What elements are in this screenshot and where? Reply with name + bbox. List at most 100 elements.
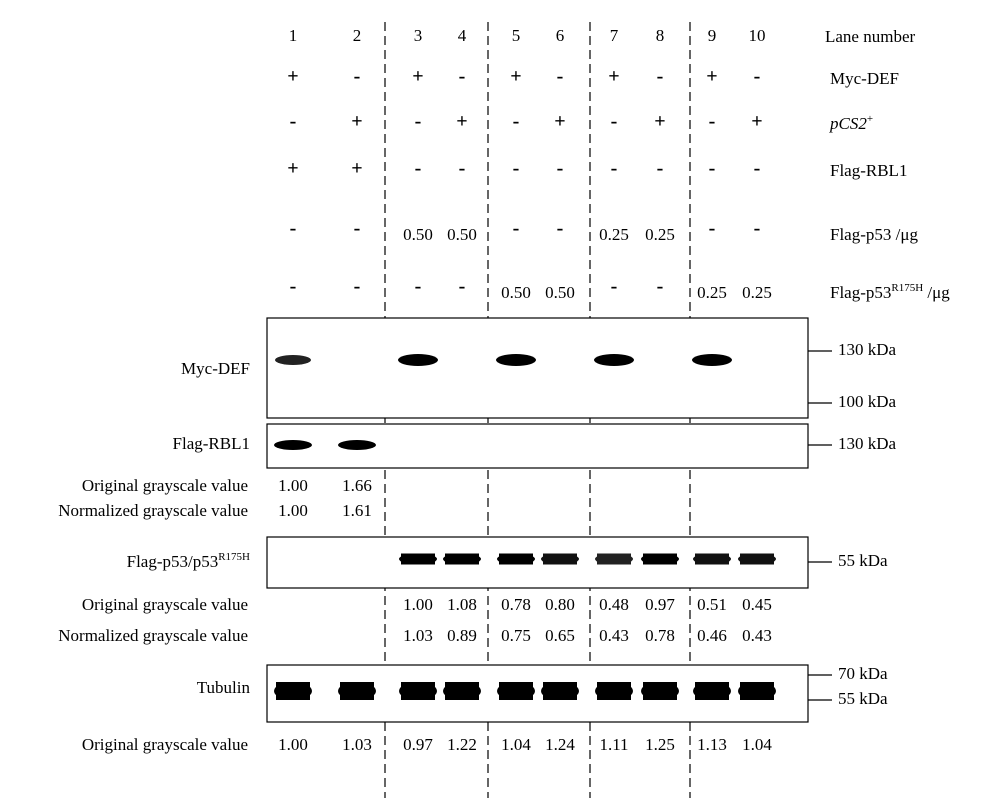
band	[276, 682, 310, 700]
label-text: Flag-RBL1	[173, 434, 250, 453]
band	[340, 682, 374, 700]
condition-value: -	[459, 276, 466, 298]
condition-value: -	[657, 158, 664, 180]
grayscale-value: 0.43	[742, 626, 772, 645]
blot-label: Tubulin	[197, 678, 251, 697]
condition-value: +	[351, 158, 362, 180]
band	[543, 682, 577, 700]
marker-label: 55 kDa	[838, 689, 888, 708]
condition-value: -	[290, 218, 297, 240]
figure: 12345678910Lane number+-+-+-+-+-Myc-DEF-…	[0, 0, 981, 798]
band	[496, 354, 536, 366]
label-text: Flag-p53/p53	[127, 552, 219, 571]
lane-number: 7	[610, 26, 619, 45]
condition-value: -	[290, 111, 297, 133]
label-text: Flag-p53 /μg	[830, 225, 918, 244]
row-label: Normalized grayscale value	[58, 501, 248, 520]
band	[740, 554, 774, 565]
marker-label: 130 kDa	[838, 340, 897, 359]
grayscale-value: 0.75	[501, 626, 531, 645]
lane-number: 6	[556, 26, 565, 45]
lane-number: 2	[353, 26, 362, 45]
condition-value: -	[657, 276, 664, 298]
condition-value: +	[287, 158, 298, 180]
condition-value: -	[754, 158, 761, 180]
condition-value: -	[354, 218, 361, 240]
band	[499, 554, 533, 565]
condition-value: -	[513, 111, 520, 133]
band	[499, 682, 533, 700]
condition-value: +	[751, 111, 762, 133]
condition-value: 0.50	[501, 283, 531, 302]
grayscale-value: 1.00	[278, 501, 308, 520]
condition-value: +	[654, 111, 665, 133]
condition-value: -	[754, 218, 761, 240]
condition-value: -	[611, 111, 618, 133]
grayscale-value: 0.78	[501, 595, 531, 614]
band	[338, 440, 376, 450]
band	[695, 554, 729, 565]
lane-number: 5	[512, 26, 521, 45]
condition-value: 0.25	[645, 225, 675, 244]
condition-value: -	[290, 276, 297, 298]
condition-label: Flag-p53 /μg	[830, 225, 918, 244]
marker-label: 130 kDa	[838, 434, 897, 453]
grayscale-value: 0.45	[742, 595, 772, 614]
condition-value: -	[354, 66, 361, 88]
label-text: pCS2	[829, 114, 867, 133]
condition-value: 0.50	[403, 225, 433, 244]
condition-value: 0.50	[447, 225, 477, 244]
grayscale-value: 1.00	[403, 595, 433, 614]
condition-value: -	[611, 276, 618, 298]
condition-value: -	[415, 111, 422, 133]
condition-value: +	[412, 66, 423, 88]
grayscale-value: 0.51	[697, 595, 727, 614]
condition-value: -	[415, 276, 422, 298]
band	[740, 682, 774, 700]
band	[643, 682, 677, 700]
condition-value: +	[351, 111, 362, 133]
label-text: Myc-DEF	[830, 69, 899, 88]
grayscale-value: 1.24	[545, 735, 575, 754]
band	[445, 682, 479, 700]
condition-value: 0.50	[545, 283, 575, 302]
condition-value: +	[456, 111, 467, 133]
grayscale-value: 1.61	[342, 501, 372, 520]
band	[275, 355, 311, 365]
condition-value: -	[611, 158, 618, 180]
marker-label: 100 kDa	[838, 392, 897, 411]
band	[274, 440, 312, 450]
condition-label: Flag-RBL1	[830, 161, 907, 180]
grayscale-value: 1.03	[342, 735, 372, 754]
blot-label: Myc-DEF	[181, 359, 250, 378]
condition-value: -	[354, 276, 361, 298]
grayscale-value: 1.08	[447, 595, 477, 614]
band	[401, 554, 435, 565]
condition-label: Flag-p53R175H /μg	[830, 282, 950, 302]
band	[695, 682, 729, 700]
label-text: Flag-RBL1	[830, 161, 907, 180]
condition-value: +	[554, 111, 565, 133]
grayscale-value: 0.43	[599, 626, 629, 645]
condition-value: -	[459, 158, 466, 180]
lane-number: 8	[656, 26, 665, 45]
grayscale-value: 0.80	[545, 595, 575, 614]
condition-value: -	[657, 66, 664, 88]
row-label: Original grayscale value	[82, 595, 248, 614]
grayscale-value: 1.13	[697, 735, 727, 754]
band	[594, 354, 634, 366]
grayscale-value: 0.46	[697, 626, 727, 645]
condition-value: -	[459, 66, 466, 88]
superscript: R175H	[218, 551, 250, 563]
blot-panel	[267, 318, 808, 418]
lane-number: 1	[289, 26, 298, 45]
blot-label: Flag-p53/p53R175H	[127, 551, 250, 571]
condition-value: +	[608, 66, 619, 88]
condition-value: +	[287, 66, 298, 88]
condition-value: +	[510, 66, 521, 88]
superscript: +	[867, 113, 873, 125]
superscript: R175H	[891, 282, 923, 294]
condition-value: -	[709, 111, 716, 133]
grayscale-value: 1.04	[742, 735, 772, 754]
condition-label: pCS2+	[829, 113, 873, 133]
